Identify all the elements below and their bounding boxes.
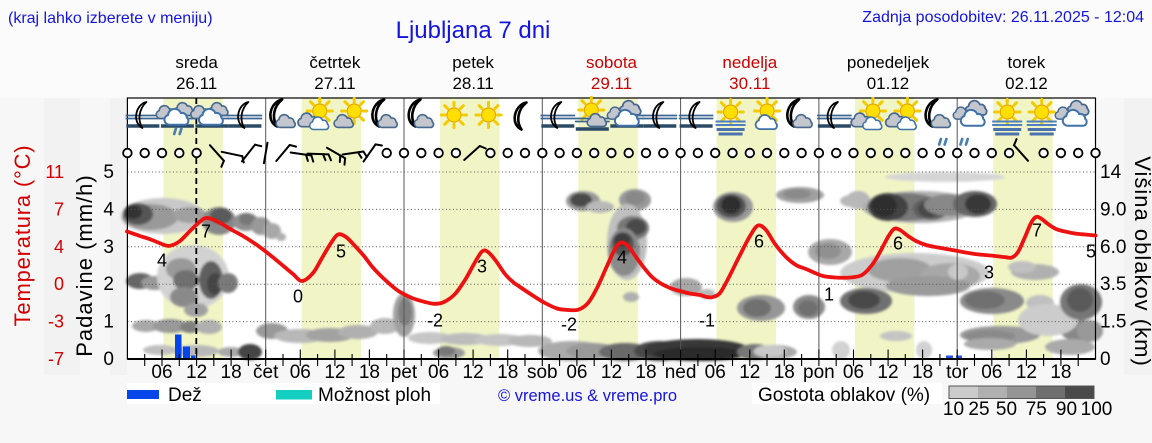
svg-text:2: 2 xyxy=(103,274,114,295)
svg-text:3.5: 3.5 xyxy=(1100,274,1126,295)
svg-text:12: 12 xyxy=(877,362,898,383)
svg-text:Gostota oblakov (%): Gostota oblakov (%) xyxy=(758,385,930,406)
svg-text:10: 10 xyxy=(943,399,964,420)
svg-text:50: 50 xyxy=(996,399,1017,420)
svg-text:29.11: 29.11 xyxy=(591,74,632,93)
svg-text:18: 18 xyxy=(221,362,242,383)
svg-text:4: 4 xyxy=(617,248,627,268)
svg-text:14: 14 xyxy=(1100,162,1122,183)
svg-text:12: 12 xyxy=(463,362,484,383)
svg-text:Višina oblakov (km): Višina oblakov (km) xyxy=(1130,156,1152,367)
svg-text:12: 12 xyxy=(601,362,622,383)
svg-text:torek: torek xyxy=(1008,53,1046,72)
svg-text:4: 4 xyxy=(54,237,64,257)
svg-text:0: 0 xyxy=(1100,349,1111,370)
svg-text:4: 4 xyxy=(103,199,114,220)
svg-text:06: 06 xyxy=(705,362,726,383)
svg-text:6.0: 6.0 xyxy=(1100,237,1126,258)
svg-text:12: 12 xyxy=(1016,362,1037,383)
svg-text:sob: sob xyxy=(527,362,558,383)
svg-text:06: 06 xyxy=(843,362,864,383)
svg-text:75: 75 xyxy=(1026,399,1047,420)
svg-text:četrtek: četrtek xyxy=(309,53,361,72)
svg-text:7: 7 xyxy=(54,199,64,219)
svg-text:Možnost ploh: Možnost ploh xyxy=(318,385,431,406)
svg-text:4: 4 xyxy=(157,251,167,271)
svg-text:0: 0 xyxy=(103,349,114,370)
svg-text:tor: tor xyxy=(946,362,969,383)
svg-text:3: 3 xyxy=(103,237,114,258)
svg-text:18: 18 xyxy=(774,362,795,383)
svg-text:nedelja: nedelja xyxy=(722,53,777,72)
svg-text:Temperatura (°C): Temperatura (°C) xyxy=(10,145,35,327)
svg-text:Dež: Dež xyxy=(168,385,202,406)
svg-text:5: 5 xyxy=(1086,242,1096,262)
svg-text:1: 1 xyxy=(103,312,114,333)
svg-text:0: 0 xyxy=(54,274,64,294)
svg-text:-3: -3 xyxy=(48,312,64,332)
svg-text:petek: petek xyxy=(452,53,494,72)
svg-text:100: 100 xyxy=(1081,399,1113,420)
svg-text:3: 3 xyxy=(984,263,994,283)
svg-text:5: 5 xyxy=(336,242,346,262)
svg-text:-7: -7 xyxy=(48,349,64,369)
svg-text:18: 18 xyxy=(635,362,656,383)
svg-text:30.11: 30.11 xyxy=(729,74,770,93)
svg-text:7: 7 xyxy=(1032,221,1042,241)
svg-text:06: 06 xyxy=(290,362,311,383)
svg-text:Ljubljana 7 dni: Ljubljana 7 dni xyxy=(396,17,551,44)
svg-text:28.11: 28.11 xyxy=(452,74,493,93)
svg-text:1.5: 1.5 xyxy=(1100,312,1126,333)
svg-text:-1: -1 xyxy=(699,311,715,331)
svg-text:11: 11 xyxy=(45,162,64,182)
svg-text:čet: čet xyxy=(253,362,279,383)
svg-text:25: 25 xyxy=(968,399,989,420)
svg-text:3: 3 xyxy=(477,257,487,277)
svg-text:Zadnja posodobitev: 26.11.2025: Zadnja posodobitev: 26.11.2025 - 12:04 xyxy=(862,9,1144,26)
svg-text:18: 18 xyxy=(359,362,380,383)
svg-text:26.11: 26.11 xyxy=(176,74,217,93)
svg-text:pet: pet xyxy=(391,362,418,383)
svg-text:12: 12 xyxy=(186,362,207,383)
svg-text:18: 18 xyxy=(497,362,518,383)
svg-text:pon: pon xyxy=(803,362,835,383)
svg-text:ned: ned xyxy=(665,362,697,383)
svg-text:© vreme.us & vreme.pro: © vreme.us & vreme.pro xyxy=(498,387,677,405)
svg-text:-2: -2 xyxy=(561,315,577,335)
svg-text:27.11: 27.11 xyxy=(314,74,355,93)
svg-text:12: 12 xyxy=(324,362,345,383)
svg-text:90: 90 xyxy=(1056,399,1077,420)
svg-text:18: 18 xyxy=(1050,362,1071,383)
svg-text:(kraj lahko izberete v meniju): (kraj lahko izberete v meniju) xyxy=(8,10,213,27)
svg-text:06: 06 xyxy=(981,362,1002,383)
svg-text:7: 7 xyxy=(201,222,211,242)
svg-text:sreda: sreda xyxy=(175,53,218,72)
svg-text:6: 6 xyxy=(893,234,903,254)
svg-text:sobota: sobota xyxy=(586,53,638,72)
svg-text:1: 1 xyxy=(824,285,834,305)
svg-text:06: 06 xyxy=(151,362,172,383)
svg-text:18: 18 xyxy=(912,362,933,383)
svg-text:02.12: 02.12 xyxy=(1005,74,1048,93)
svg-text:ponedeljek: ponedeljek xyxy=(847,53,930,72)
svg-text:01.12: 01.12 xyxy=(867,74,910,93)
svg-text:0: 0 xyxy=(293,287,303,307)
svg-text:06: 06 xyxy=(566,362,587,383)
svg-text:6: 6 xyxy=(754,232,764,252)
svg-text:06: 06 xyxy=(428,362,449,383)
svg-text:5: 5 xyxy=(103,162,114,183)
svg-text:Padavine (mm/h): Padavine (mm/h) xyxy=(72,174,97,357)
svg-text:12: 12 xyxy=(739,362,760,383)
svg-text:-2: -2 xyxy=(427,311,443,331)
svg-text:9.0: 9.0 xyxy=(1100,199,1126,220)
